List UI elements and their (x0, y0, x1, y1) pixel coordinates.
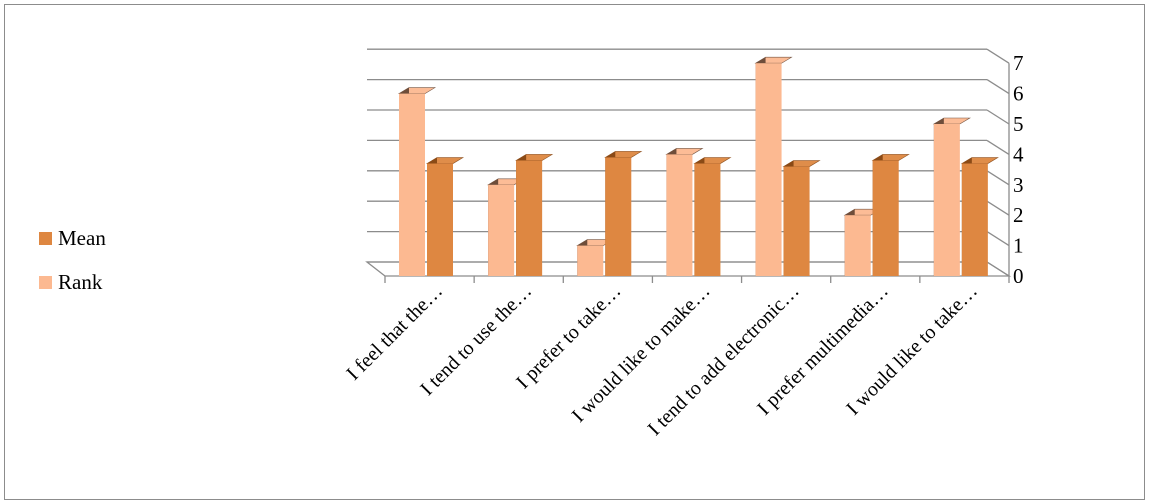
legend: Mean Rank (39, 225, 106, 313)
y-tick-label: 2 (1013, 203, 1024, 227)
side-wall-gridline (986, 231, 1010, 247)
x-category-label: I tend to add electronic… (644, 280, 804, 440)
bar-rank (755, 63, 782, 277)
bar-rank (488, 184, 515, 276)
legend-label-rank: Rank (58, 269, 103, 294)
bar-mean (872, 160, 899, 276)
y-tick-label: 3 (1013, 173, 1024, 197)
bar-rank (399, 93, 425, 276)
bar-rank (933, 124, 960, 276)
legend-swatch-mean (39, 231, 52, 245)
bar-mean (961, 163, 988, 276)
bar-rank (577, 245, 604, 276)
side-wall-gridline (986, 200, 1010, 216)
bar-mean (694, 163, 721, 276)
legend-swatch-rank (39, 275, 52, 289)
legend-item-mean: Mean (39, 225, 106, 251)
y-tick-label: 6 (1013, 82, 1024, 106)
side-wall-gridline (986, 139, 1010, 155)
side-wall-gridline (986, 48, 1010, 64)
legend-item-rank: Rank (39, 269, 106, 295)
y-tick-label: 4 (1013, 142, 1024, 166)
y-tick-label: 7 (1013, 51, 1024, 75)
bar-rank (844, 215, 871, 276)
bar-rank (666, 154, 693, 276)
side-wall-gridline (986, 109, 1010, 125)
bar-mean (605, 157, 632, 276)
y-tick-label: 1 (1013, 234, 1024, 258)
side-wall-gridline (986, 79, 1010, 95)
bar-mean (783, 166, 810, 276)
y-tick-label: 5 (1013, 112, 1024, 136)
legend-label-mean: Mean (58, 225, 106, 250)
bar-mean (516, 160, 543, 276)
y-tick-label: 0 (1013, 264, 1024, 288)
side-wall-gridline (986, 170, 1010, 186)
bar-mean (427, 163, 453, 276)
